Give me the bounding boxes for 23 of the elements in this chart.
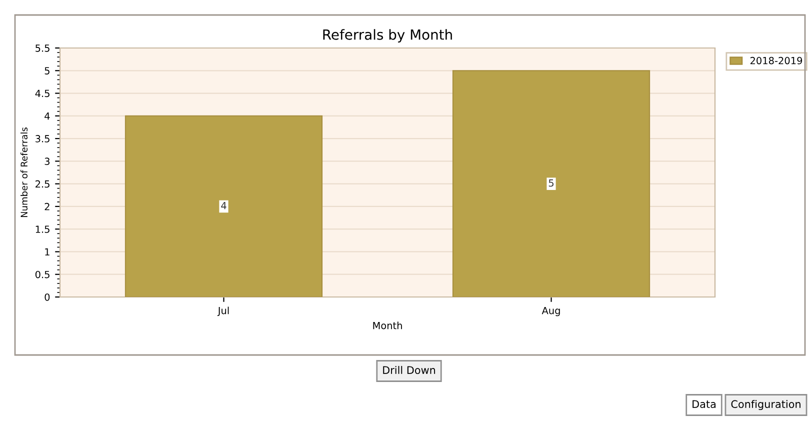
- y-tick-label: 3.5: [36, 135, 50, 142]
- y-tick-label: 4.5: [35, 90, 50, 98]
- x-tick-label: Jul: [217, 306, 229, 316]
- y-tick-label: 5: [44, 67, 50, 74]
- x-tick-label: Aug: [542, 307, 560, 316]
- y-tick-label: 4: [44, 112, 50, 120]
- data-label: 4: [221, 202, 226, 210]
- legend-label: 2018-2019: [750, 56, 802, 64]
- y-tick-label: 1.5: [36, 226, 50, 233]
- text: Configuration: [731, 400, 800, 410]
- data-label: 5: [548, 179, 554, 187]
- chart-title: Referrals by Month: [323, 29, 452, 43]
- y-tick-label: 2: [44, 202, 50, 210]
- y-tick-label: 0.5: [35, 270, 50, 278]
- y-tick-label: 1: [45, 248, 50, 256]
- y-tick-label: 3: [44, 158, 50, 166]
- y-axis-title: Number of Referrals: [20, 128, 28, 218]
- text: Drill Down: [383, 366, 436, 374]
- text: Data: [692, 400, 716, 408]
- y-tick-label: 5.5: [36, 44, 50, 52]
- y-tick-label: 0: [44, 293, 50, 301]
- x-axis-title: Month: [373, 322, 402, 330]
- y-tick-label: 2.5: [36, 180, 50, 188]
